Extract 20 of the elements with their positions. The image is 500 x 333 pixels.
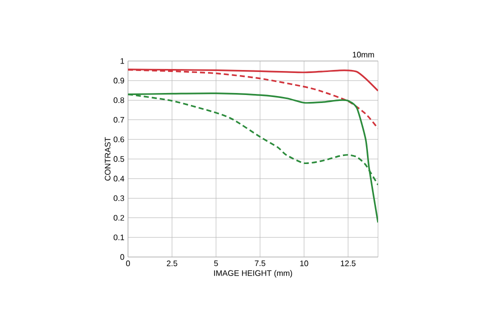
- x-axis-title: IMAGE HEIGHT (mm): [214, 270, 292, 278]
- y-tick-label: 0.1: [114, 234, 124, 240]
- y-tick-label: 0.6: [114, 136, 124, 142]
- y-tick-label: 0.3: [114, 195, 124, 202]
- y-tick-label: 0.8: [114, 97, 124, 104]
- y-tick-label: 0.7: [114, 116, 124, 123]
- y-tick-label: 0: [120, 254, 124, 260]
- x-tick-label: 5: [214, 260, 218, 266]
- x-tick-label: 12.5: [340, 260, 356, 266]
- y-tick-label: 0.5: [114, 156, 124, 162]
- x-tick-label: 0: [126, 260, 130, 266]
- y-tick-label: 0.4: [114, 176, 124, 182]
- x-tick-label: 2.5: [166, 260, 178, 266]
- y-tick-label: 0.9: [114, 78, 124, 84]
- y-tick-label: 0.2: [114, 214, 124, 221]
- x-tick-label: 7.5: [254, 260, 266, 266]
- x-tick-label: 10: [300, 260, 308, 266]
- y-tick-label: 1: [120, 58, 124, 64]
- text: 10mm: [352, 52, 374, 58]
- y-axis-title: CONTRAST: [104, 137, 110, 181]
